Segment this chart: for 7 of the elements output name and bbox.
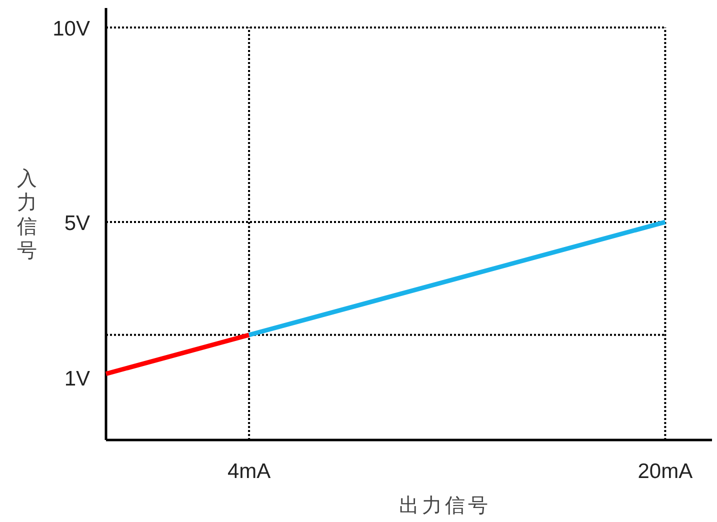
x-tick-label: 20mA: [638, 460, 693, 483]
x-axis-title: 出力信号: [399, 495, 491, 517]
y-tick-label: 10V: [52, 17, 90, 40]
y-axis-title: 入力信号: [17, 168, 37, 262]
x-tick-label: 4mA: [227, 460, 271, 483]
y-tick-label: 1V: [64, 368, 90, 391]
y-tick-label: 5V: [64, 212, 90, 236]
